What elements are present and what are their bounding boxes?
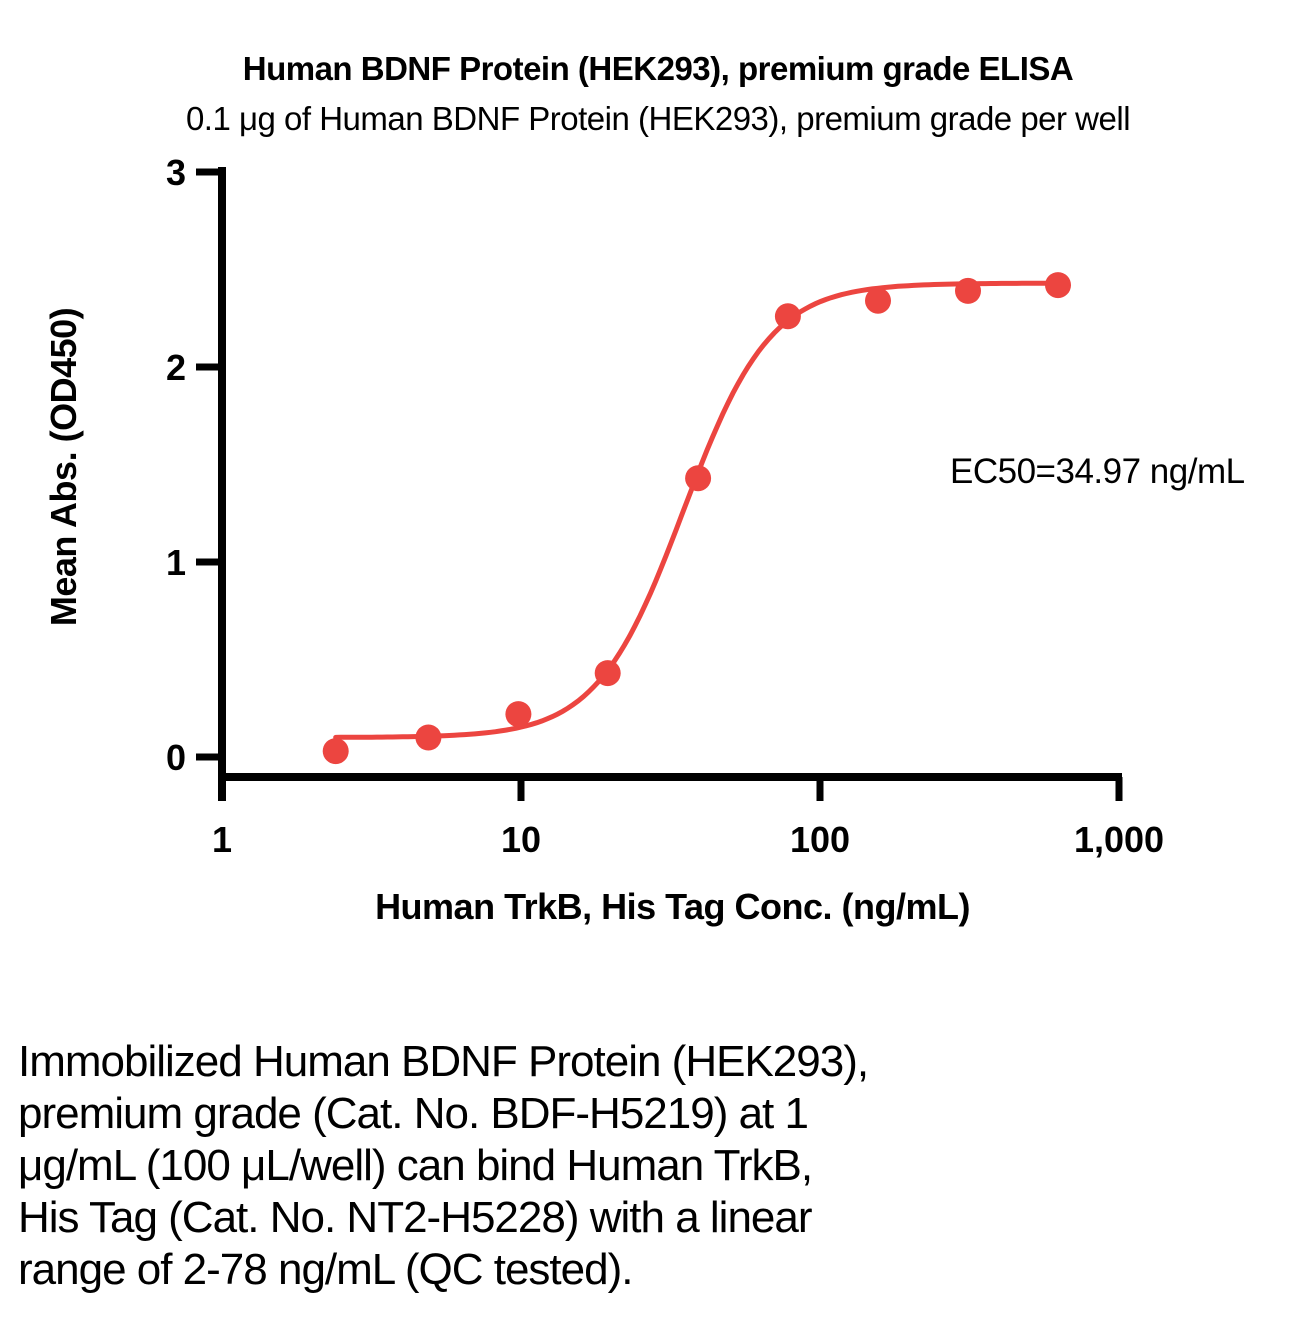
x-tick-label: 1,000 bbox=[1074, 819, 1164, 860]
data-point bbox=[322, 738, 349, 765]
data-point bbox=[774, 303, 801, 330]
caption-line-2: premium grade (Cat. No. BDF-H5219) at 1 bbox=[18, 1089, 809, 1138]
data-point bbox=[415, 724, 442, 751]
y-tick-label: 3 bbox=[166, 152, 186, 193]
chart-title: Human BDNF Protein (HEK293), premium gra… bbox=[242, 50, 1074, 87]
x-axis-label: Human TrkB, His Tag Conc. (ng/mL) bbox=[375, 886, 970, 927]
x-tick-label: 1 bbox=[212, 819, 232, 860]
data-point bbox=[505, 701, 532, 728]
y-tick-label: 2 bbox=[166, 347, 186, 388]
fit-curve bbox=[333, 280, 1061, 740]
data-point bbox=[594, 660, 621, 687]
caption-line-4: His Tag (Cat. No. NT2-H5228) with a line… bbox=[18, 1193, 813, 1242]
caption-line-3: μg/mL (100 μL/well) can bind Human TrkB, bbox=[18, 1141, 813, 1190]
chart-subtitle: 0.1 μg of Human BDNF Protein (HEK293), p… bbox=[185, 100, 1131, 137]
y-tick-label: 0 bbox=[166, 737, 186, 778]
caption-line-5: range of 2-78 ng/mL (QC tested). bbox=[18, 1245, 633, 1294]
x-tick-label: 10 bbox=[501, 819, 541, 860]
y-tick-label: 1 bbox=[166, 542, 186, 583]
data-point bbox=[955, 277, 981, 304]
x-tick-label: 100 bbox=[790, 819, 850, 860]
data-point bbox=[865, 287, 891, 314]
data-point bbox=[1045, 272, 1071, 299]
data-point bbox=[685, 465, 712, 492]
figure-caption: Immobilized Human BDNF Protein (HEK293),… bbox=[18, 1036, 1298, 1296]
caption-line-1: Immobilized Human BDNF Protein (HEK293), bbox=[18, 1037, 869, 1086]
ec50-annotation: EC50=34.97 ng/mL bbox=[950, 452, 1245, 491]
